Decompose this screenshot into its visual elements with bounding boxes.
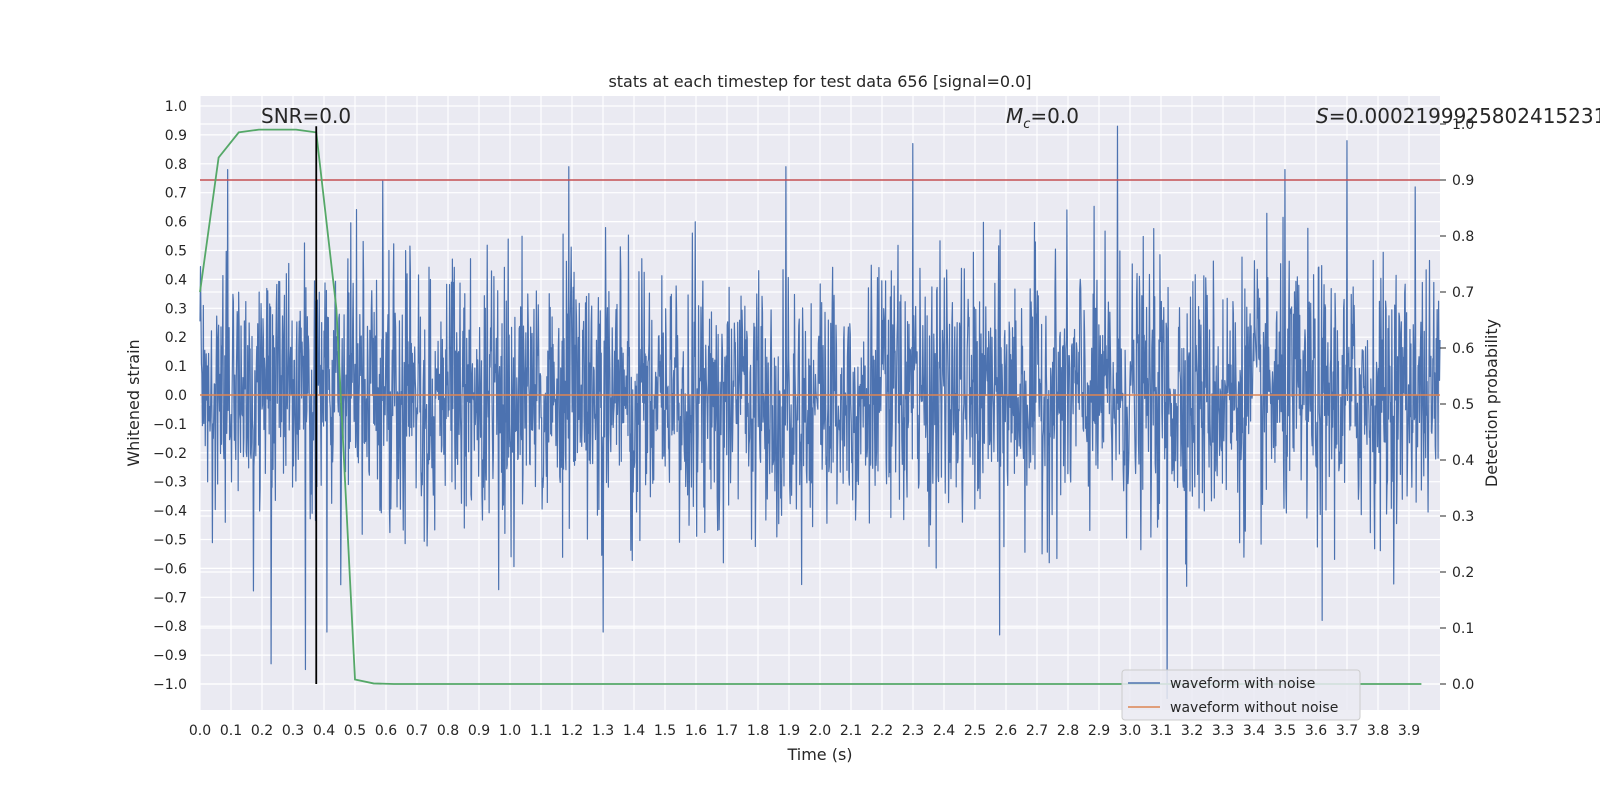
y-tick-label: −0.9 [153,648,187,664]
y-tick-label: −0.8 [153,619,187,635]
y2-axis-label: Detection probability [1482,319,1501,487]
y2-tick-label: 0.3 [1452,509,1474,525]
x-tick-label: 2.9 [1088,723,1110,739]
y-tick-label: 0.0 [165,388,187,404]
x-tick-label: 0.6 [375,723,397,739]
y2-tick-label: 0.7 [1452,285,1474,301]
x-tick-label: 2.0 [809,723,831,739]
x-tick-label: 3.9 [1398,723,1420,739]
y2-tick-labels: 1.00.90.80.70.60.50.40.30.20.10.0 [1440,117,1474,693]
chart-title: stats at each timestep for test data 656… [608,72,1031,91]
y-tick-label: 0.9 [165,128,187,144]
x-tick-label: 3.3 [1212,723,1234,739]
legend-label-waveform-without-noise: waveform without noise [1170,700,1338,716]
chirp-mass-annotation: Mc=0.0 [1006,104,1079,132]
x-tick-label: 3.6 [1305,723,1327,739]
x-tick-label: 3.4 [1243,723,1265,739]
y-tick-labels: 1.0 0.9 0.8 0.7 0.6 0.5 0.4 0.3 0.2 0.1 0.0 −0.1 −0.… [153,99,187,693]
y-tick-label: −0.6 [153,561,187,577]
x-tick-label: 1.2 [561,723,583,739]
x-tick-label: 2.7 [1026,723,1048,739]
y-tick-label: −0.4 [153,504,187,520]
y2-tick-label: 0.5 [1452,397,1474,413]
y-axis-label: Whitened strain [124,339,143,466]
x-tick-label: 2.2 [871,723,893,739]
y-tick-label: 1.0 [165,99,187,115]
y-tick-label: −0.2 [153,446,187,462]
x-tick-label: 3.8 [1367,723,1389,739]
y-tick-label: −0.3 [153,475,187,491]
y-tick-label: 0.6 [165,215,187,231]
x-tick-label: 2.5 [964,723,986,739]
snr-annotation: SNR=0.0 [261,104,351,128]
y2-tick-label: 0.2 [1452,565,1474,581]
y-tick-label: −1.0 [153,677,187,693]
x-tick-label: 1.1 [530,723,552,739]
y2-tick-label: 0.9 [1452,173,1474,189]
y-tick-label: 0.7 [165,186,187,202]
x-tick-label: 0.2 [251,723,273,739]
x-tick-labels: 0.0 0.1 0.2 0.3 0.4 0.5 0.6 0.7 0.8 0.9 1.0 1.1 1.2 1… [189,723,1420,739]
x-tick-label: 2.1 [840,723,862,739]
y-tick-label: 0.3 [165,301,187,317]
s-annotation: S=0.0002199925802415231 [1316,104,1600,128]
x-tick-label: 0.3 [282,723,304,739]
y-tick-label: 0.5 [165,244,187,260]
x-tick-label: 3.5 [1274,723,1296,739]
x-tick-label: 3.7 [1336,723,1358,739]
x-tick-label: 2.6 [995,723,1017,739]
x-tick-label: 1.0 [499,723,521,739]
x-tick-label: 1.5 [654,723,676,739]
legend-label-waveform-with-noise: waveform with noise [1170,676,1315,692]
y2-tick-label: 0.6 [1452,341,1474,357]
x-tick-label: 1.7 [716,723,738,739]
x-tick-label: 0.8 [437,723,459,739]
x-tick-label: 0.1 [220,723,242,739]
x-tick-label: 2.4 [933,723,955,739]
x-tick-label: 2.3 [902,723,924,739]
y-tick-label: 0.1 [165,359,187,375]
x-tick-label: 1.3 [592,723,614,739]
y2-tick-label: 0.4 [1452,453,1474,469]
y2-tick-label: 0.0 [1452,677,1474,693]
x-tick-label: 3.0 [1119,723,1141,739]
y2-tick-label: 0.1 [1452,621,1474,637]
y-tick-label: 0.2 [165,330,187,346]
x-tick-label: 0.9 [468,723,490,739]
x-tick-label: 3.1 [1150,723,1172,739]
x-tick-label: 0.0 [189,723,211,739]
x-tick-label: 2.8 [1057,723,1079,739]
y-tick-label: 0.8 [165,157,187,173]
legend: waveform with noise waveform without noi… [1122,670,1360,720]
x-axis-label: Time (s) [786,745,852,764]
x-tick-label: 1.8 [747,723,769,739]
x-tick-label: 0.7 [406,723,428,739]
x-tick-label: 0.5 [344,723,366,739]
y-tick-label: 0.4 [165,272,187,288]
x-tick-label: 0.4 [313,723,335,739]
y2-tick-label: 0.8 [1452,229,1474,245]
y-tick-label: −0.5 [153,533,187,549]
x-tick-label: 1.4 [623,723,645,739]
y-tick-label: −0.1 [153,417,187,433]
y-tick-label: −0.7 [153,590,187,606]
x-tick-label: 3.2 [1181,723,1203,739]
x-tick-label: 1.6 [685,723,707,739]
x-tick-label: 1.9 [778,723,800,739]
